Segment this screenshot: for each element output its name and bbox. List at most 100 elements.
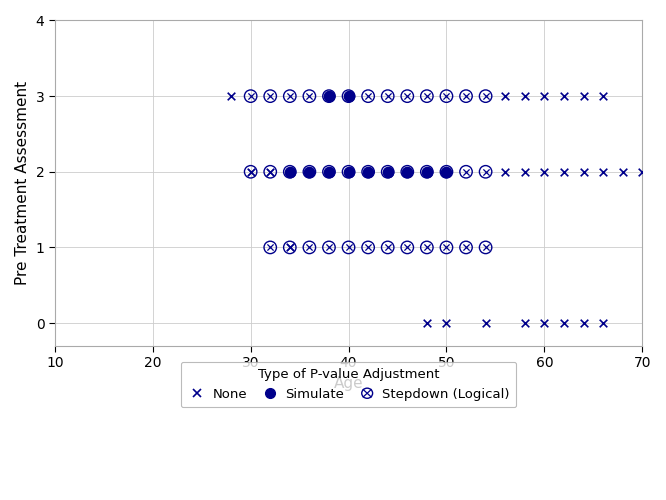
Point — [304, 244, 315, 252]
None — [441, 319, 452, 327]
Point — [363, 244, 374, 252]
None — [519, 92, 530, 100]
Simulate — [363, 168, 374, 176]
Point — [461, 92, 472, 100]
Legend: None, Simulate, Stepdown (Logical): None, Simulate, Stepdown (Logical) — [180, 362, 516, 408]
Point — [422, 244, 432, 252]
Point — [284, 168, 295, 176]
Simulate — [324, 168, 334, 176]
Point — [304, 168, 315, 176]
Point — [304, 92, 315, 100]
Point — [402, 92, 413, 100]
Point — [265, 244, 276, 252]
None — [578, 319, 589, 327]
Point — [480, 168, 491, 176]
Point — [343, 168, 354, 176]
Point — [324, 244, 334, 252]
Point — [402, 92, 413, 100]
Point — [402, 168, 413, 176]
Point — [441, 168, 452, 176]
None — [539, 168, 549, 176]
Point — [441, 244, 452, 252]
Point — [382, 168, 393, 176]
Point — [284, 92, 295, 100]
Point — [461, 244, 472, 252]
Point — [324, 168, 334, 176]
Point — [265, 92, 276, 100]
Point — [245, 168, 256, 176]
Simulate — [343, 92, 354, 100]
Point — [363, 92, 374, 100]
Point — [422, 168, 432, 176]
None — [598, 319, 609, 327]
Point — [363, 168, 374, 176]
Point — [363, 244, 374, 252]
None — [500, 92, 511, 100]
Point — [480, 92, 491, 100]
Point — [461, 244, 472, 252]
Point — [402, 244, 413, 252]
Point — [284, 244, 295, 252]
Point — [324, 92, 334, 100]
None — [480, 319, 491, 327]
Point — [324, 168, 334, 176]
Point — [382, 92, 393, 100]
Point — [480, 168, 491, 176]
Point — [304, 92, 315, 100]
Point — [245, 168, 256, 176]
Simulate — [422, 168, 432, 176]
None — [226, 92, 236, 100]
Point — [304, 168, 315, 176]
None — [422, 319, 432, 327]
Point — [265, 168, 276, 176]
Point — [382, 168, 393, 176]
Simulate — [441, 168, 452, 176]
Simulate — [343, 168, 354, 176]
Point — [343, 244, 354, 252]
Point — [343, 244, 354, 252]
Point — [441, 168, 452, 176]
Point — [461, 168, 472, 176]
X-axis label: Age: Age — [334, 376, 364, 390]
Point — [441, 244, 452, 252]
Point — [343, 168, 354, 176]
Point — [382, 244, 393, 252]
None — [500, 168, 511, 176]
None — [559, 168, 569, 176]
Point — [265, 92, 276, 100]
Point — [284, 92, 295, 100]
Y-axis label: Pre Treatment Assessment: Pre Treatment Assessment — [15, 81, 30, 285]
None — [637, 168, 647, 176]
None — [539, 92, 549, 100]
Point — [245, 92, 256, 100]
Simulate — [324, 92, 334, 100]
Point — [363, 92, 374, 100]
Point — [422, 244, 432, 252]
None — [539, 319, 549, 327]
Point — [382, 92, 393, 100]
Point — [480, 244, 491, 252]
Simulate — [402, 168, 413, 176]
Point — [343, 92, 354, 100]
Point — [324, 244, 334, 252]
Point — [284, 168, 295, 176]
Point — [402, 168, 413, 176]
None — [519, 168, 530, 176]
Point — [461, 168, 472, 176]
None — [598, 168, 609, 176]
Point — [265, 244, 276, 252]
Point — [441, 92, 452, 100]
Point — [304, 244, 315, 252]
None — [617, 168, 628, 176]
Point — [245, 92, 256, 100]
Point — [284, 244, 295, 252]
Point — [461, 92, 472, 100]
Point — [441, 92, 452, 100]
None — [559, 92, 569, 100]
Point — [422, 92, 432, 100]
None — [578, 168, 589, 176]
None — [578, 92, 589, 100]
Point — [480, 244, 491, 252]
Point — [402, 244, 413, 252]
Point — [382, 244, 393, 252]
